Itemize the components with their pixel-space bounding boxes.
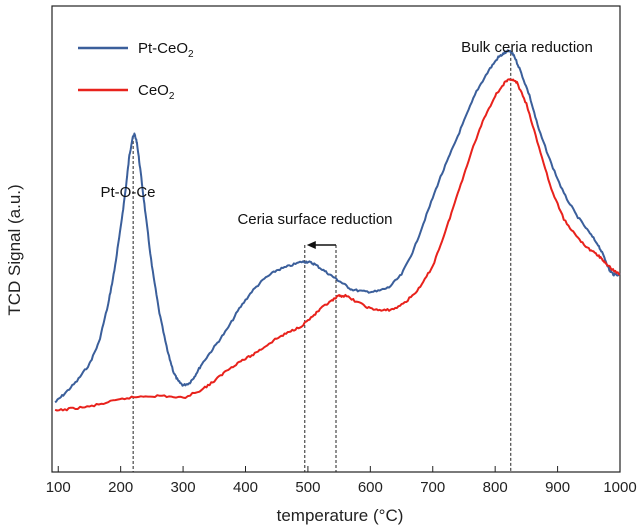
annotation-ceria-surface: Ceria surface reduction (237, 211, 392, 228)
x-tick-label: 400 (233, 479, 258, 496)
x-tick-label: 700 (420, 479, 445, 496)
annotation-pt-o-ce: Pt-O-Ce (100, 184, 155, 201)
annotation-bulk-ceria: Bulk ceria reduction (461, 39, 593, 56)
x-tick-label: 1000 (603, 479, 636, 496)
annotations: Pt-O-Ce Ceria surface reduction Bulk cer… (100, 39, 592, 228)
series-line-ceo2 (54, 78, 621, 412)
x-tick-label: 300 (171, 479, 196, 496)
x-tick-label: 800 (483, 479, 508, 496)
x-tick-label: 200 (108, 479, 133, 496)
y-axis-title: TCD Signal (a.u.) (5, 184, 24, 315)
shift-arrow-head (306, 241, 316, 249)
x-axis-title: temperature (°C) (277, 506, 404, 525)
legend-label-ceo2: CeO2 (138, 82, 175, 102)
series-line-pt-ceo2 (54, 49, 621, 404)
axes: 100 200 300 400 500 600 700 800 900 1000 (46, 5, 637, 496)
x-tick-label: 600 (358, 479, 383, 496)
series-layer (54, 49, 621, 412)
legend-label-pt-ceo2: Pt-CeO2 (138, 40, 194, 60)
x-tick-label: 900 (545, 479, 570, 496)
x-tick-label: 500 (295, 479, 320, 496)
legend: Pt-CeO2 CeO2 (78, 40, 194, 102)
x-tick-label: 100 (46, 479, 71, 496)
